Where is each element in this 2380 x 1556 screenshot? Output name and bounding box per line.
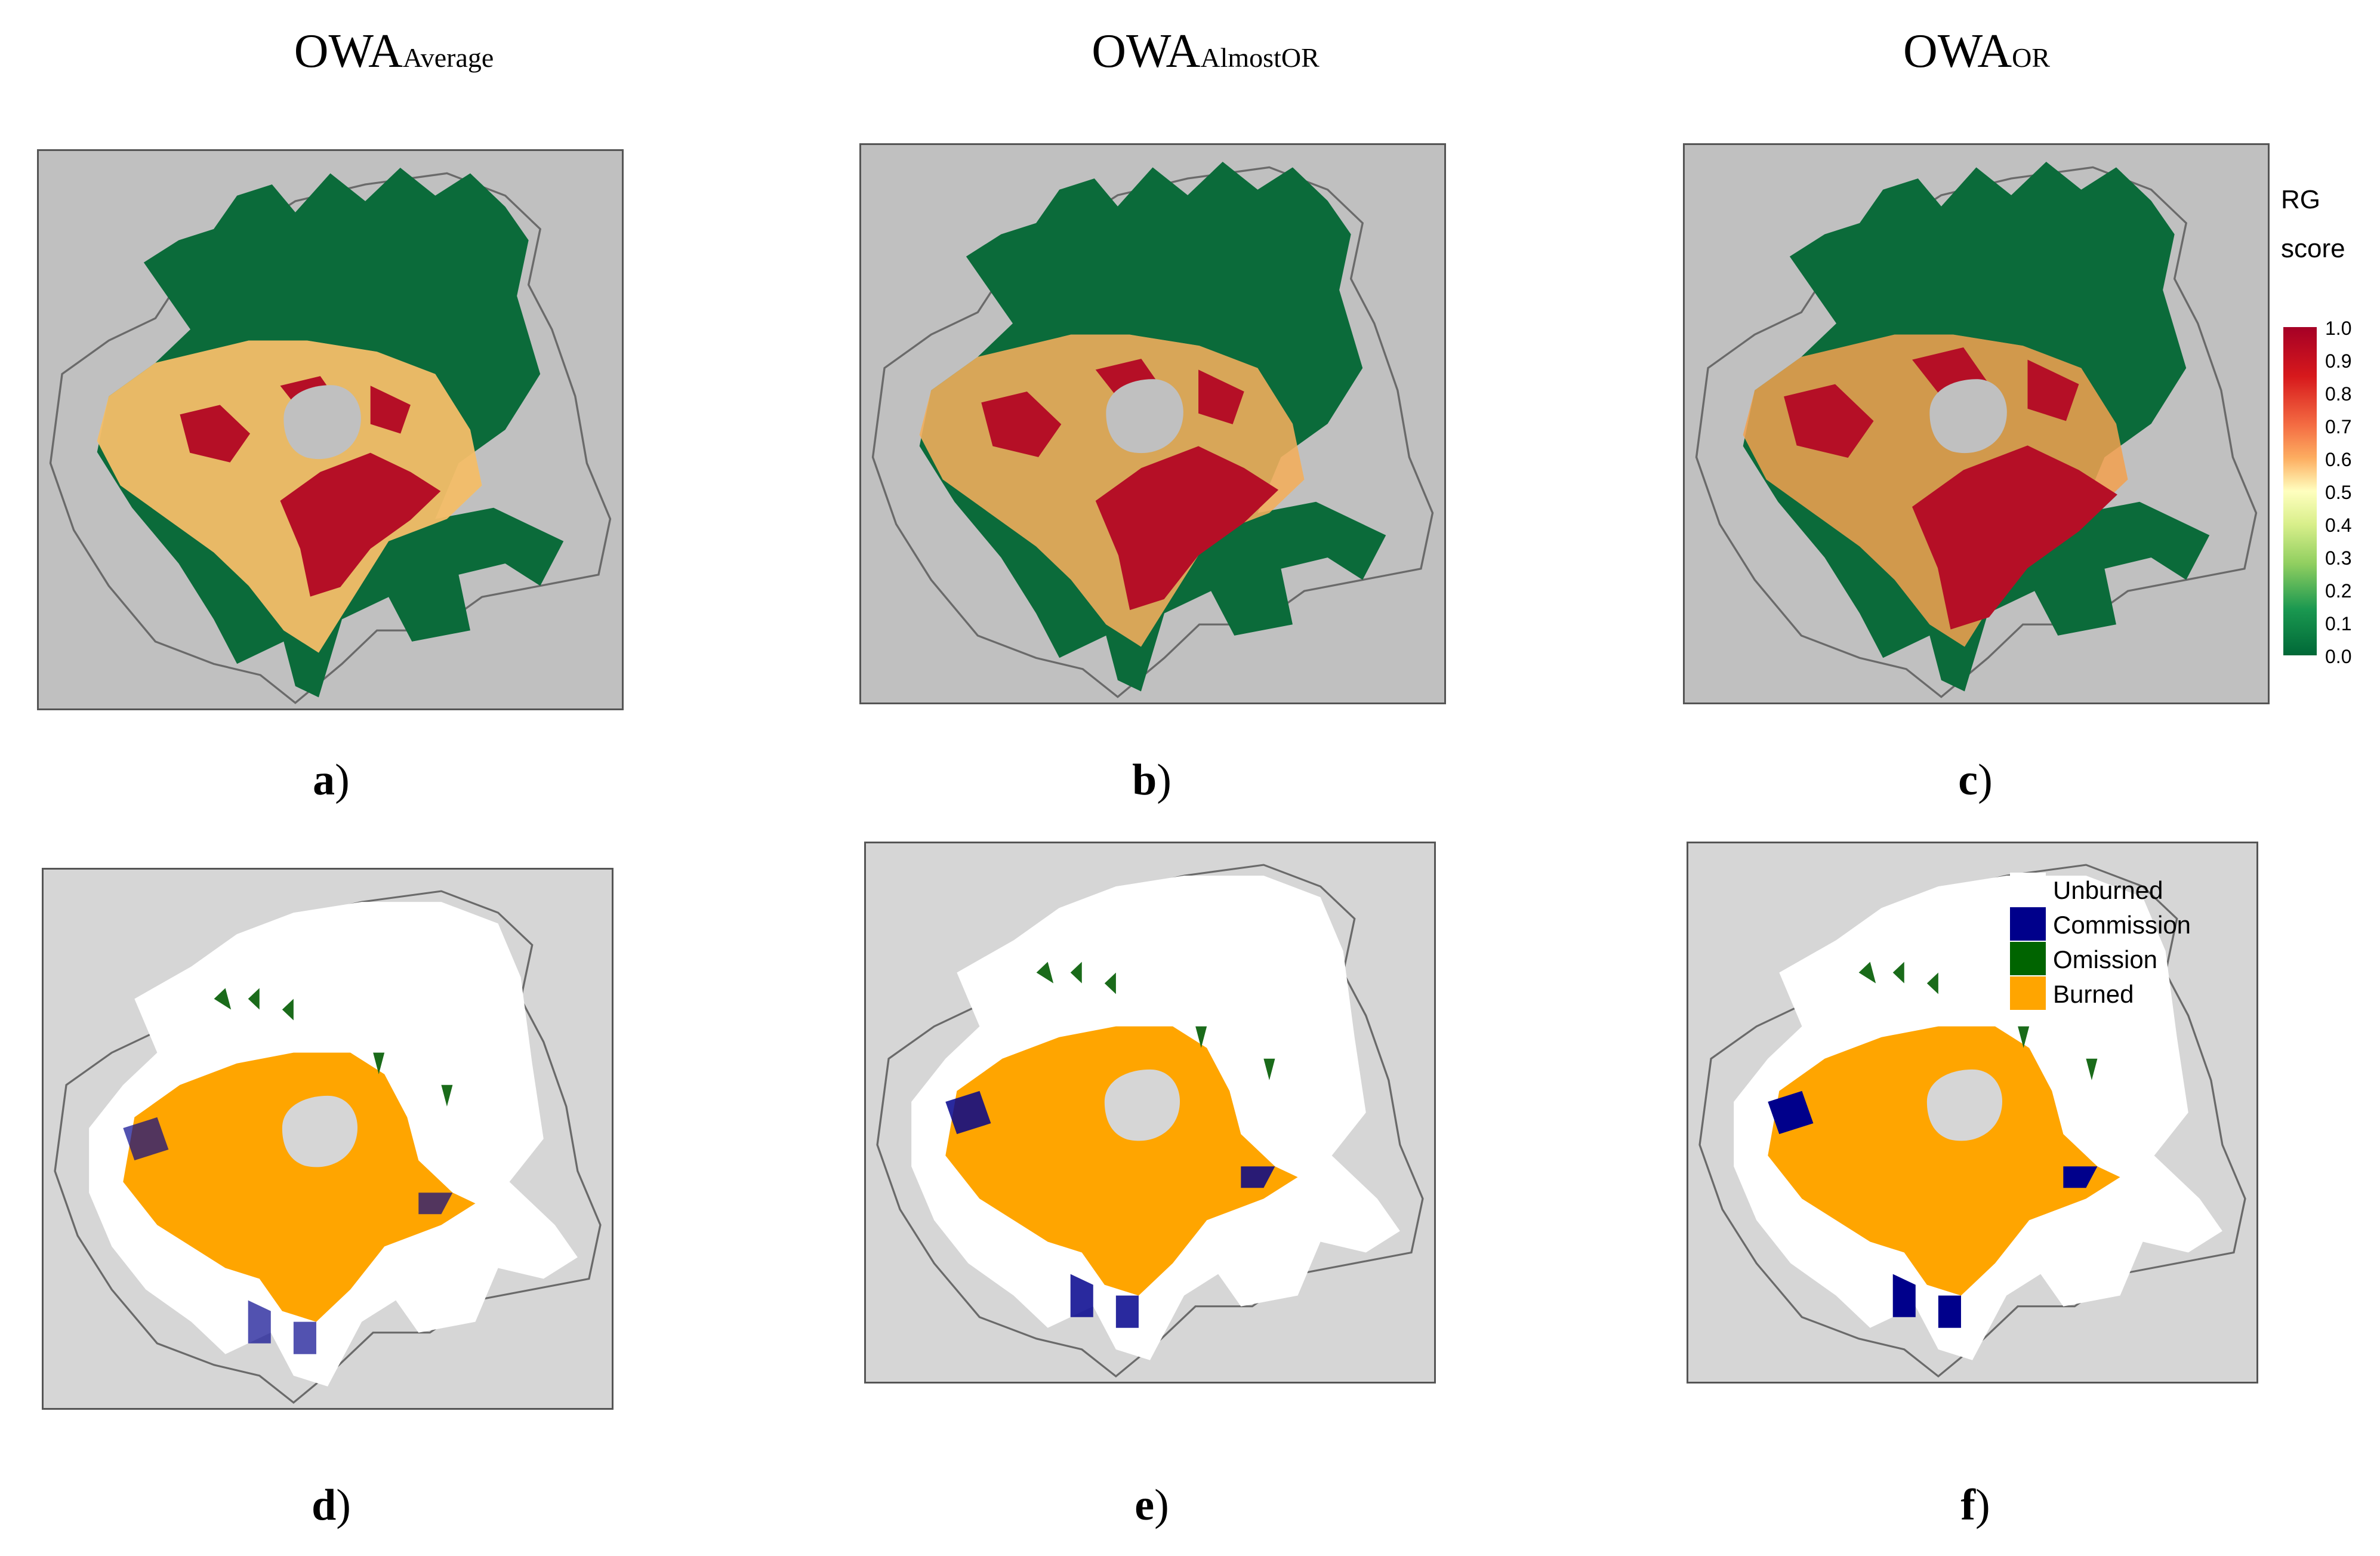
classification-map (876, 864, 1424, 1378)
rg-score-map (1695, 162, 2258, 698)
colorbar-tick-label: 1.0 (2325, 318, 2352, 339)
legend-swatch (2010, 907, 2046, 941)
map-panel-e (864, 842, 1436, 1384)
panel-label-a: a) (313, 756, 350, 805)
legend-label: Omission (2053, 945, 2158, 973)
map-panel-f (1687, 842, 2258, 1384)
colorbar-tick-label: 0.1 (2325, 613, 2352, 634)
map-panel-b (859, 143, 1446, 704)
colorbar-tick-label: 0.5 (2325, 482, 2352, 503)
legend-label: Unburned (2053, 876, 2163, 904)
title-owa-average: OWAAverage (294, 25, 494, 78)
colorbar-tick-label: 0.9 (2325, 350, 2352, 372)
legend-entry: Omission (2010, 942, 2296, 975)
legend-label: Burned (2053, 980, 2134, 1008)
colorbar-tick-label: 0.2 (2325, 580, 2352, 602)
panel-label-e: e) (1134, 1481, 1169, 1530)
legend-label: Commission (2053, 911, 2191, 939)
panel-label-c: c) (1958, 756, 1993, 805)
title-owa-or: OWAOR (1903, 25, 2051, 78)
panel-label-b: b) (1132, 756, 1171, 805)
title-owa-almostor: OWAAlmostOR (1092, 25, 1320, 78)
panel-label-f: f) (1960, 1481, 1990, 1530)
colorbar-title-line2: score (2281, 234, 2345, 263)
rg-score-map (871, 162, 1434, 698)
panel-label-d: d) (312, 1481, 351, 1530)
map-panel-c (1683, 143, 2270, 704)
classification-map (54, 890, 602, 1404)
legend-entry: Unburned (2010, 873, 2296, 906)
colorbar-tick-label: 0.7 (2325, 416, 2352, 437)
classification-map (1698, 864, 2246, 1378)
legend-swatch (2010, 942, 2046, 975)
colorbar-tick-label: 0.4 (2325, 514, 2352, 536)
colorbar-tick-label: 0.6 (2325, 449, 2352, 470)
legend-entry: Burned (2010, 976, 2296, 1010)
colorbar-tick-label: 0.8 (2325, 383, 2352, 405)
colorbar-title-line1: RG (2281, 185, 2320, 214)
map-panel-a (37, 149, 624, 710)
colorbar-tick-label: 0.0 (2325, 646, 2352, 667)
legend-entry: Commission (2010, 907, 2296, 941)
map-panel-d (42, 868, 614, 1410)
colorbar-tick-label: 0.3 (2325, 547, 2352, 569)
legend-swatch (2010, 873, 2046, 906)
rg-score-colorbar (2283, 327, 2317, 655)
legend-swatch (2010, 976, 2046, 1010)
rg-score-map (49, 168, 612, 704)
